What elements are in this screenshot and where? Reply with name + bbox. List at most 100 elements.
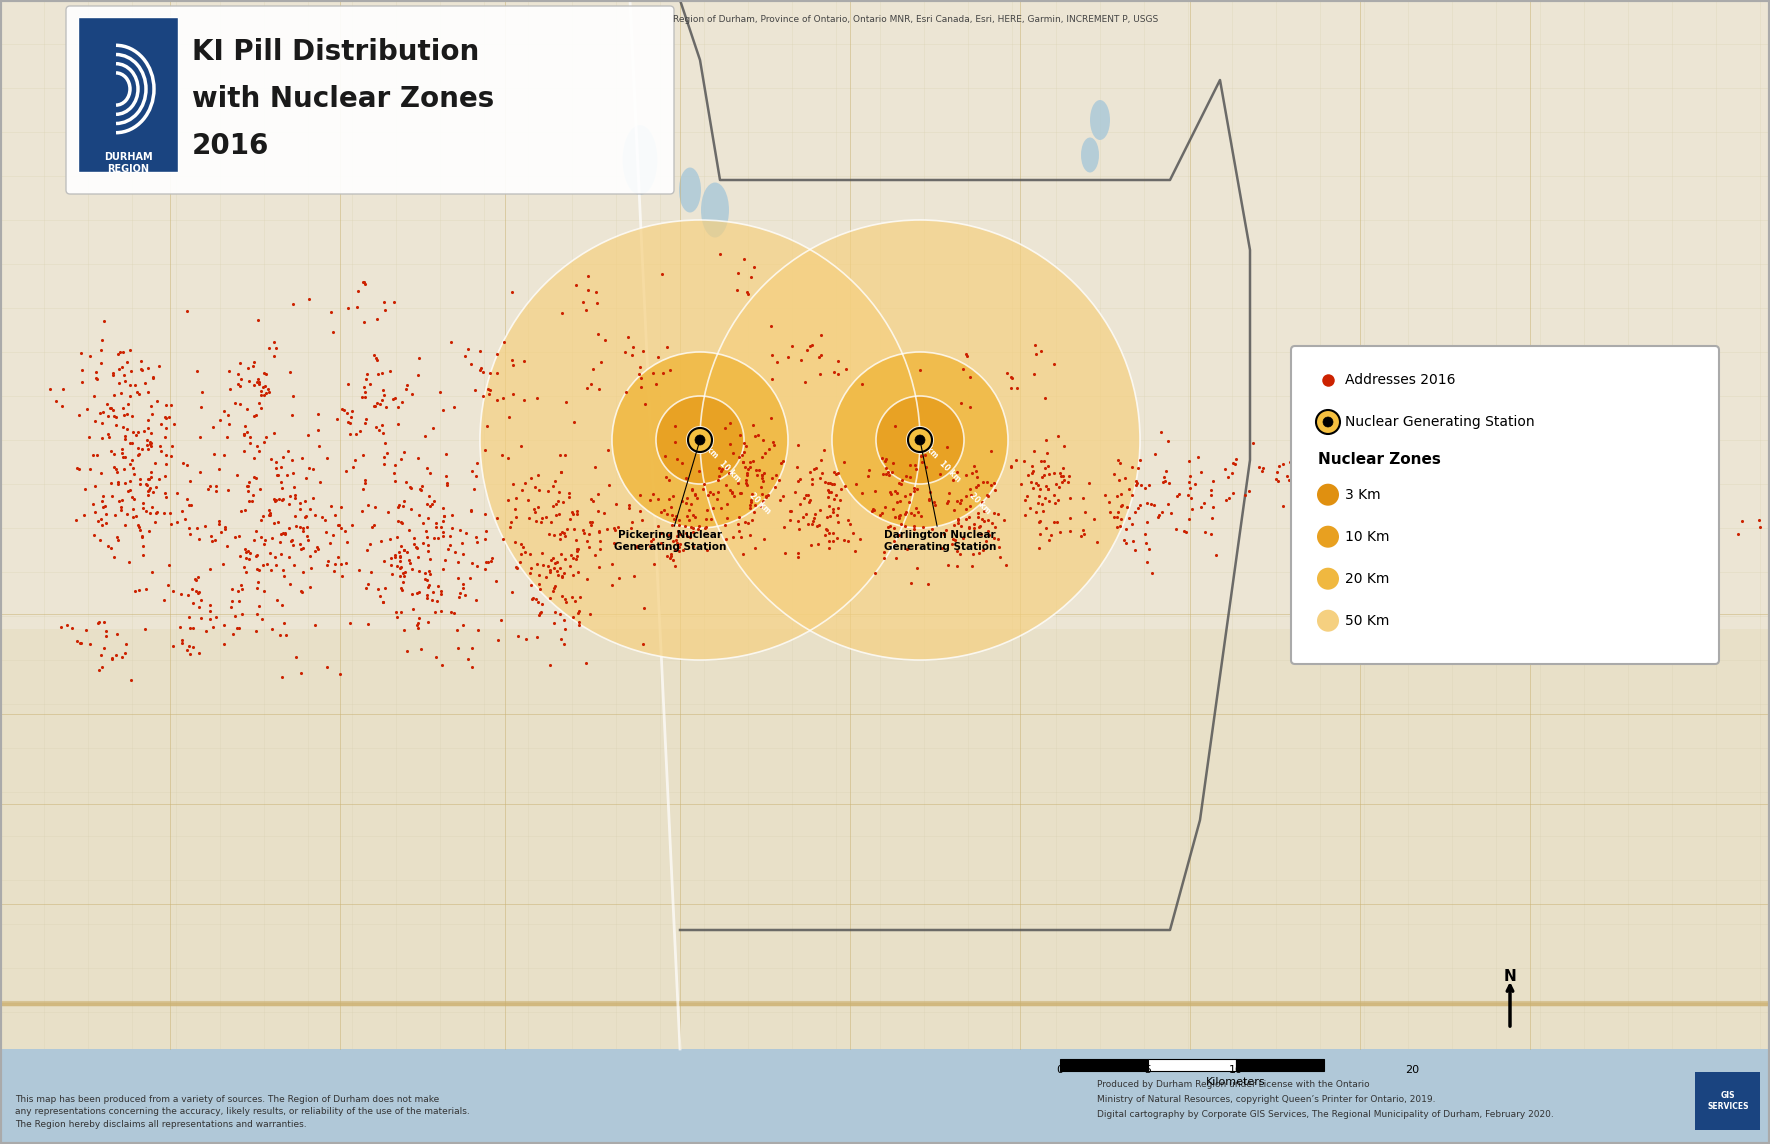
Point — [1175, 478, 1204, 496]
Point — [235, 434, 264, 452]
Point — [117, 376, 145, 395]
Point — [281, 517, 310, 535]
Point — [69, 360, 97, 379]
Point — [301, 506, 329, 524]
Point — [1120, 540, 1149, 558]
Point — [579, 492, 607, 510]
Point — [239, 468, 267, 486]
Point — [287, 450, 315, 468]
Text: 20 km: 20 km — [968, 491, 993, 516]
Point — [1453, 480, 1481, 499]
Point — [129, 494, 158, 513]
Point — [381, 456, 409, 475]
Point — [104, 345, 133, 364]
Point — [191, 517, 219, 535]
Point — [129, 422, 158, 440]
Point — [264, 466, 292, 484]
Point — [301, 542, 329, 561]
Point — [278, 387, 306, 405]
Point — [1055, 467, 1083, 485]
Point — [896, 456, 924, 475]
Point — [550, 635, 579, 653]
Point — [804, 534, 832, 553]
Point — [409, 514, 437, 532]
Point — [119, 407, 147, 426]
Point — [549, 493, 577, 511]
Point — [46, 618, 74, 636]
Point — [1280, 452, 1308, 470]
Point — [823, 513, 851, 531]
Point — [163, 484, 191, 502]
Point — [885, 526, 913, 545]
Point — [1030, 466, 1058, 484]
Point — [1175, 472, 1204, 491]
Point — [287, 582, 315, 601]
Point — [97, 474, 126, 492]
Point — [1170, 522, 1198, 540]
Point — [820, 503, 848, 522]
Point — [1574, 466, 1602, 484]
Point — [823, 352, 851, 371]
Point — [581, 458, 609, 476]
Point — [784, 548, 812, 566]
Point — [386, 551, 414, 570]
Point — [336, 408, 365, 427]
Point — [260, 347, 289, 365]
Point — [225, 365, 253, 383]
Point — [158, 396, 186, 414]
Point — [940, 516, 968, 534]
Point — [419, 492, 448, 510]
Bar — [78, 17, 179, 172]
Point — [260, 492, 289, 510]
Point — [540, 579, 568, 597]
Point — [773, 348, 802, 366]
Point — [726, 522, 754, 540]
Point — [315, 533, 343, 551]
Point — [805, 469, 834, 487]
Point — [71, 479, 99, 498]
Point — [807, 463, 835, 482]
Point — [501, 500, 529, 518]
Point — [637, 532, 666, 550]
Point — [1115, 508, 1143, 526]
Point — [303, 538, 331, 556]
Point — [1027, 511, 1055, 530]
Point — [276, 363, 304, 381]
Point — [897, 573, 926, 591]
Point — [639, 364, 667, 382]
Point — [575, 538, 604, 556]
Point — [1023, 493, 1051, 511]
Point — [391, 472, 419, 491]
Point — [1012, 486, 1041, 505]
Point — [577, 490, 605, 508]
Point — [804, 516, 832, 534]
Point — [1126, 495, 1154, 514]
Point — [172, 455, 200, 474]
Point — [540, 559, 568, 578]
Point — [965, 518, 993, 537]
Point — [127, 529, 156, 547]
Point — [299, 488, 327, 507]
Point — [58, 619, 87, 637]
Text: 3 Km: 3 Km — [1345, 487, 1381, 502]
Point — [173, 641, 202, 659]
Point — [639, 530, 667, 548]
Point — [839, 524, 867, 542]
Point — [83, 371, 112, 389]
Point — [834, 510, 862, 529]
Point — [958, 464, 986, 483]
Point — [414, 562, 442, 580]
Point — [545, 524, 573, 542]
Point — [743, 426, 772, 444]
Point — [264, 590, 292, 609]
Point — [1634, 462, 1662, 480]
Point — [1034, 456, 1062, 475]
Point — [368, 415, 396, 434]
Point — [754, 486, 782, 505]
Point — [414, 578, 442, 596]
Point — [820, 532, 848, 550]
Point — [262, 491, 290, 509]
Point — [1041, 493, 1069, 511]
Point — [876, 517, 904, 535]
Text: Nuclear Generating Station: Nuclear Generating Station — [1345, 415, 1535, 429]
